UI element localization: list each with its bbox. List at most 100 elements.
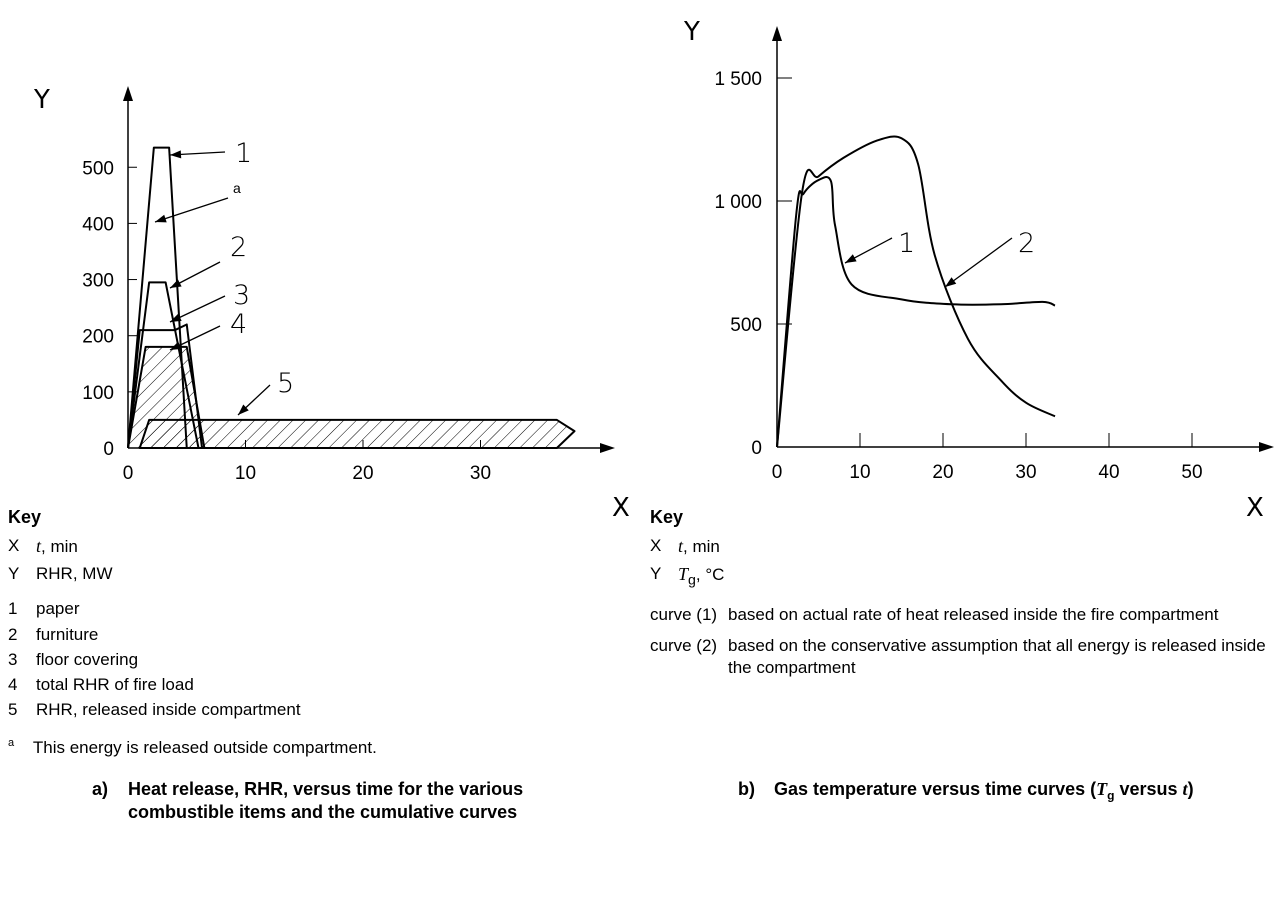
- chart-b-x-tick-label: 40: [1098, 462, 1119, 483]
- caption-a-line1: Heat release, RHR, versus time for the v…: [128, 779, 524, 799]
- right-key-item: curve (2) based on the conservative assum…: [650, 635, 1286, 678]
- right-key-items: curve (1) based on actual rate of heat re…: [650, 604, 1286, 678]
- chart-b-x-tick-label: 50: [1181, 462, 1202, 483]
- chart-b-x-tick-label: 30: [1015, 462, 1036, 483]
- chart-a-x-tick-label: 0: [123, 463, 134, 484]
- right-key-y-symbol: Y: [650, 564, 662, 583]
- right-key-y-italic: T: [678, 564, 689, 584]
- chart-a-leader-arrow: [238, 404, 249, 415]
- chart-b-x-tick-label: 10: [849, 462, 870, 483]
- left-key-item-key: 5: [8, 700, 18, 720]
- chart-a-series-5-line: [138, 418, 576, 449]
- caption-a-line2: combustible items and the cumulative cur…: [128, 802, 518, 823]
- right-key-y-sub: g: [688, 572, 696, 589]
- left-key-item: 5 RHR, released inside compartment: [8, 699, 608, 720]
- left-key-items: 1 paper 2 furniture 3 floor covering 4 total RH…: [8, 598, 608, 720]
- right-key-item-key: curve (2): [650, 636, 718, 656]
- left-key-item-value: furniture: [36, 624, 99, 644]
- caption-b-label: b): [738, 779, 755, 799]
- footnote: a This energy is released outside compar…: [8, 737, 377, 758]
- chart-b-leader-arrow: [945, 277, 957, 287]
- chart-a-x-tick-label: 30: [470, 463, 491, 484]
- left-key-y-symbol: Y: [8, 564, 20, 583]
- right-key-item-value: based on the conservative assumption tha…: [728, 636, 1266, 677]
- left-key-item-value: paper: [36, 599, 80, 619]
- chart-a-series-4-line: [127, 345, 206, 449]
- left-key-y-desc: RHR, MW: [36, 564, 113, 583]
- right-key: Key X t, min Y Tg, °C curve (1) based on …: [650, 506, 1286, 688]
- right-key-x-symbol: X: [650, 535, 662, 555]
- caption-b-mid: versus: [1114, 779, 1183, 799]
- right-key-item: curve (1) based on actual rate of heat re…: [650, 604, 1286, 625]
- left-key: Key X t, min Y RHR, MW 1 paper 2 furniture 3…: [8, 506, 608, 725]
- right-key-row-y: Y Tg, °C: [650, 563, 1286, 590]
- chart-a-y-tick-label: 500: [82, 158, 114, 179]
- left-key-heading: Key: [8, 507, 42, 527]
- caption-b: b) Gas temperature versus time curves (Tg…: [738, 778, 1194, 804]
- chart-a-annotation-1: 1: [235, 138, 252, 169]
- chart-a-y-arrow: [123, 86, 133, 101]
- chart-a-leader-line: [154, 197, 229, 223]
- caption-b-end: ): [1187, 779, 1194, 799]
- right-key-heading: Key: [650, 507, 684, 527]
- chart-b-tick-labels: X Y 0 500 1 000 1 500 0 10 20 30 40 50: [683, 17, 1264, 523]
- chart-a-annotation-3: 2: [230, 232, 247, 263]
- chart-a-y-tick-label: 100: [82, 383, 114, 404]
- chart-a-series-5-hatch: [139, 419, 575, 448]
- chart-b-x-label: X: [1246, 493, 1264, 523]
- right-key-item-key: curve (1): [650, 605, 718, 625]
- left-key-item-key: 1: [8, 599, 18, 619]
- left-key-item: 4 total RHR of fire load: [8, 674, 608, 695]
- footnote-text: This energy is released outside compartm…: [32, 737, 377, 757]
- right-key-y-desc: , °C: [695, 565, 725, 584]
- left-key-item: 1 paper: [8, 598, 608, 619]
- chart-b-x-tick-label: 20: [932, 462, 953, 483]
- caption-a: a) Heat release, RHR, versus time for the…: [92, 778, 523, 825]
- chart-a-leader-arrow: [170, 150, 182, 159]
- chart-b-y-tick-label: 1 500: [714, 69, 762, 90]
- left-key-item-value: total RHR of fire load: [36, 675, 194, 694]
- caption-a-label: a): [92, 779, 109, 799]
- left-key-row-y: Y RHR, MW: [8, 563, 608, 584]
- chart-a-annotation-2: a: [233, 180, 241, 196]
- chart-a-y-tick-label: 200: [82, 327, 114, 348]
- chart-a-annotation-6: 5: [277, 368, 294, 399]
- caption-b-T: T: [1096, 779, 1108, 799]
- right-key-row-x: X t, min: [650, 535, 1286, 558]
- left-key-item: 3 floor covering: [8, 649, 608, 670]
- chart-a-x-tick-label: 20: [352, 463, 373, 484]
- chart-a-tick-labels: X Y 0 100 200 300 400 500 0 10 20 30: [33, 85, 630, 523]
- right-key-x-desc: , min: [683, 536, 720, 556]
- right-key-x-italic: t: [678, 535, 684, 556]
- chart-a-annotations: 1 a 2 345: [154, 138, 294, 416]
- left-key-x-symbol: X: [8, 535, 20, 555]
- chart-a-annotation-4: 3: [233, 280, 250, 311]
- chart-b-x-tick-label: 0: [772, 462, 783, 483]
- caption-b-pre: Gas temperature versus time curves (: [774, 779, 1097, 799]
- chart-a-y-label: Y: [33, 85, 50, 115]
- chart-a-y-tick-label: 300: [82, 271, 114, 292]
- chart-b-annotation-1: 1: [898, 228, 915, 259]
- chart-a-leader-arrow: [170, 341, 182, 350]
- left-key-item: 2 furniture: [8, 624, 608, 645]
- left-key-item-key: 2: [8, 624, 18, 644]
- chart-a-x-tick-label: 10: [235, 463, 256, 484]
- chart-b-y-tick-label: 500: [730, 315, 762, 336]
- left-key-item-key: 4: [8, 675, 18, 694]
- left-key-item-key: 3: [8, 649, 18, 669]
- chart-a: X Y 0 100 200 300 400 500 0 10 20 30 1 a 2 345: [33, 85, 630, 523]
- chart-a-series-lines: [127, 146, 576, 449]
- chart-a-series-2-line: [127, 281, 200, 449]
- chart-b-annotation-2: 2: [1018, 228, 1035, 259]
- chart-a-leader-arrow: [155, 214, 167, 223]
- chart-a-x-label: X: [612, 493, 630, 523]
- chart-b-x-arrow: [1259, 442, 1274, 452]
- chart-a-series-1-line: [127, 146, 188, 449]
- left-key-x-desc: , min: [41, 536, 78, 556]
- chart-a-y-tick-label: 400: [82, 214, 114, 235]
- chart-a-x-arrow: [600, 443, 615, 453]
- chart-b-y-tick-label: 1 000: [714, 192, 762, 213]
- chart-b-series-lines: [776, 135, 1056, 448]
